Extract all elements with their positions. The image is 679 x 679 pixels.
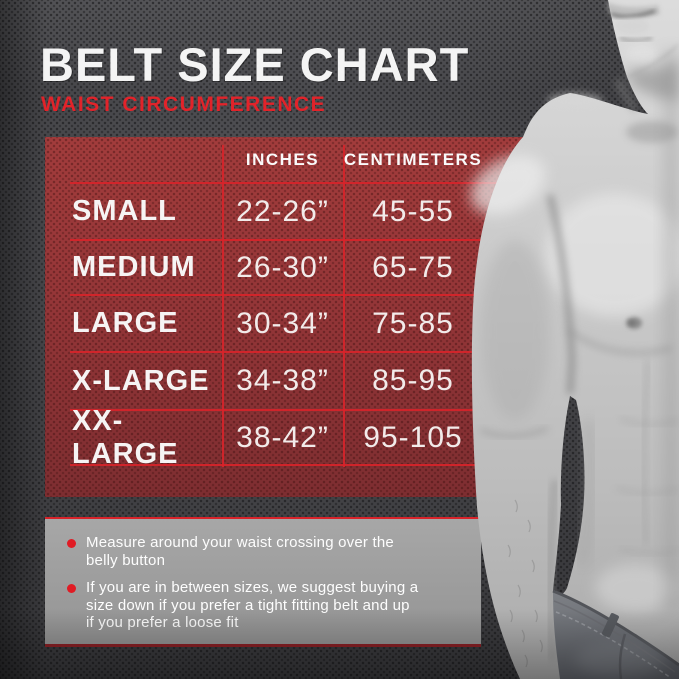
- medium-inches-value: 26-30”: [236, 250, 329, 284]
- row-label-large: LARGE: [72, 307, 179, 339]
- xx-large-centimeters-value: 95-105: [363, 420, 463, 454]
- column-header-centimeters: CENTIMETERS: [343, 150, 483, 169]
- column-header-inches: INCHES: [245, 150, 320, 169]
- table-grid-line: [70, 294, 505, 296]
- table-grid-line: [343, 145, 345, 467]
- row-label-small: SMALL: [72, 195, 177, 227]
- note-text: If you are in between sizes, we suggest …: [86, 579, 419, 631]
- table-corner-cell: [45, 137, 222, 183]
- header: BELT SIZE CHART WAIST CIRCUMFERENCE: [40, 41, 469, 115]
- row-label-xx-large: XX-LARGE: [72, 404, 179, 470]
- row-label-medium: MEDIUM: [72, 251, 196, 283]
- size-table-panel: INCHES CENTIMETERS SMALL 22-26” 45-55 ME…: [45, 137, 523, 497]
- note-text: Measure around your waist crossing over …: [86, 534, 394, 569]
- page-title: BELT SIZE CHART: [40, 38, 470, 91]
- table-grid-line: [70, 239, 505, 241]
- small-centimeters-value: 45-55: [372, 194, 454, 228]
- x-large-inches-value: 34-38”: [236, 364, 329, 397]
- x-large-centimeters-value: 85-95: [372, 364, 454, 397]
- small-inches-value: 22-26”: [236, 194, 329, 228]
- note-item: If you are in between sizes, we suggest …: [67, 579, 463, 632]
- table-grid-line: [70, 409, 505, 411]
- table-grid-line: [70, 182, 505, 184]
- measurement-notes-panel: Measure around your waist crossing over …: [45, 517, 481, 647]
- male-torso-photo: [470, 0, 679, 679]
- size-table: INCHES CENTIMETERS SMALL 22-26” 45-55 ME…: [45, 137, 483, 470]
- bullet-icon: [67, 539, 76, 548]
- large-centimeters-value: 75-85: [372, 306, 454, 340]
- bullet-icon: [67, 584, 76, 593]
- medium-centimeters-value: 65-75: [372, 250, 454, 284]
- note-item: Measure around your waist crossing over …: [67, 534, 463, 569]
- large-inches-value: 30-34”: [236, 306, 329, 340]
- row-label-x-large: X-LARGE: [72, 364, 210, 397]
- table-grid-line: [70, 464, 505, 466]
- xx-large-inches-value: 38-42”: [236, 420, 329, 454]
- page-subtitle: WAIST CIRCUMFERENCE: [41, 93, 327, 116]
- table-grid-line: [222, 145, 224, 467]
- table-grid-line: [70, 351, 505, 353]
